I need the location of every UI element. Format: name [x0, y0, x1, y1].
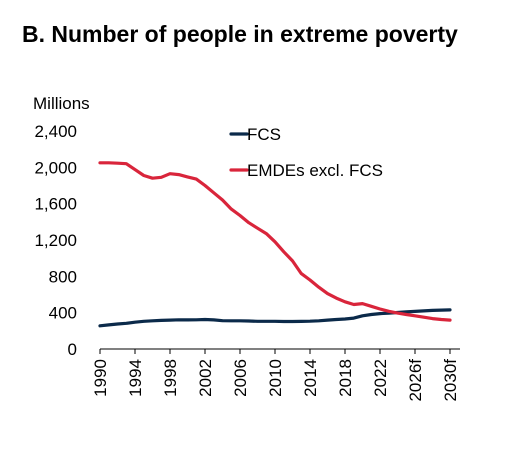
y-tick-label: 2,400	[34, 122, 77, 141]
x-tick-label: 1998	[161, 359, 180, 397]
y-tick-label: 1,200	[34, 231, 77, 250]
series-lines	[98, 161, 452, 328]
y-axis-unit-label: Millions	[33, 94, 90, 113]
x-tick-label: 2002	[196, 359, 215, 397]
legend-label: EMDEs excl. FCS	[247, 161, 383, 180]
x-tick-label: 2014	[301, 359, 320, 397]
x-tick-label: 1990	[91, 359, 110, 397]
y-tick-label: 800	[49, 267, 77, 286]
chart-title: B. Number of people in extreme poverty	[22, 21, 458, 47]
x-tick-label: 2026f	[406, 359, 425, 402]
y-tick-label: 2,000	[34, 158, 77, 177]
x-axis: 1990 1994 1998 2002 2006 2010 2014 2018 2022 2026…	[91, 349, 460, 402]
x-tick-label: 2022	[371, 359, 390, 397]
x-tick-label: 1994	[126, 359, 145, 397]
y-axis: 0 400 800 1,200 1,600 2,000 2,400	[34, 122, 77, 359]
x-tick-label: 2030f	[441, 359, 460, 402]
legend-label: FCS	[247, 125, 281, 144]
series-line-emdes-excl-fcs	[98, 161, 452, 322]
x-tick-label: 2010	[266, 359, 285, 397]
y-tick-label: 0	[68, 340, 77, 359]
legend: FCS EMDEs excl. FCS	[229, 125, 383, 180]
x-tick-label: 2018	[336, 359, 355, 397]
y-tick-label: 1,600	[34, 195, 77, 214]
x-tick-label: 2006	[231, 359, 250, 397]
y-tick-label: 400	[49, 304, 77, 323]
